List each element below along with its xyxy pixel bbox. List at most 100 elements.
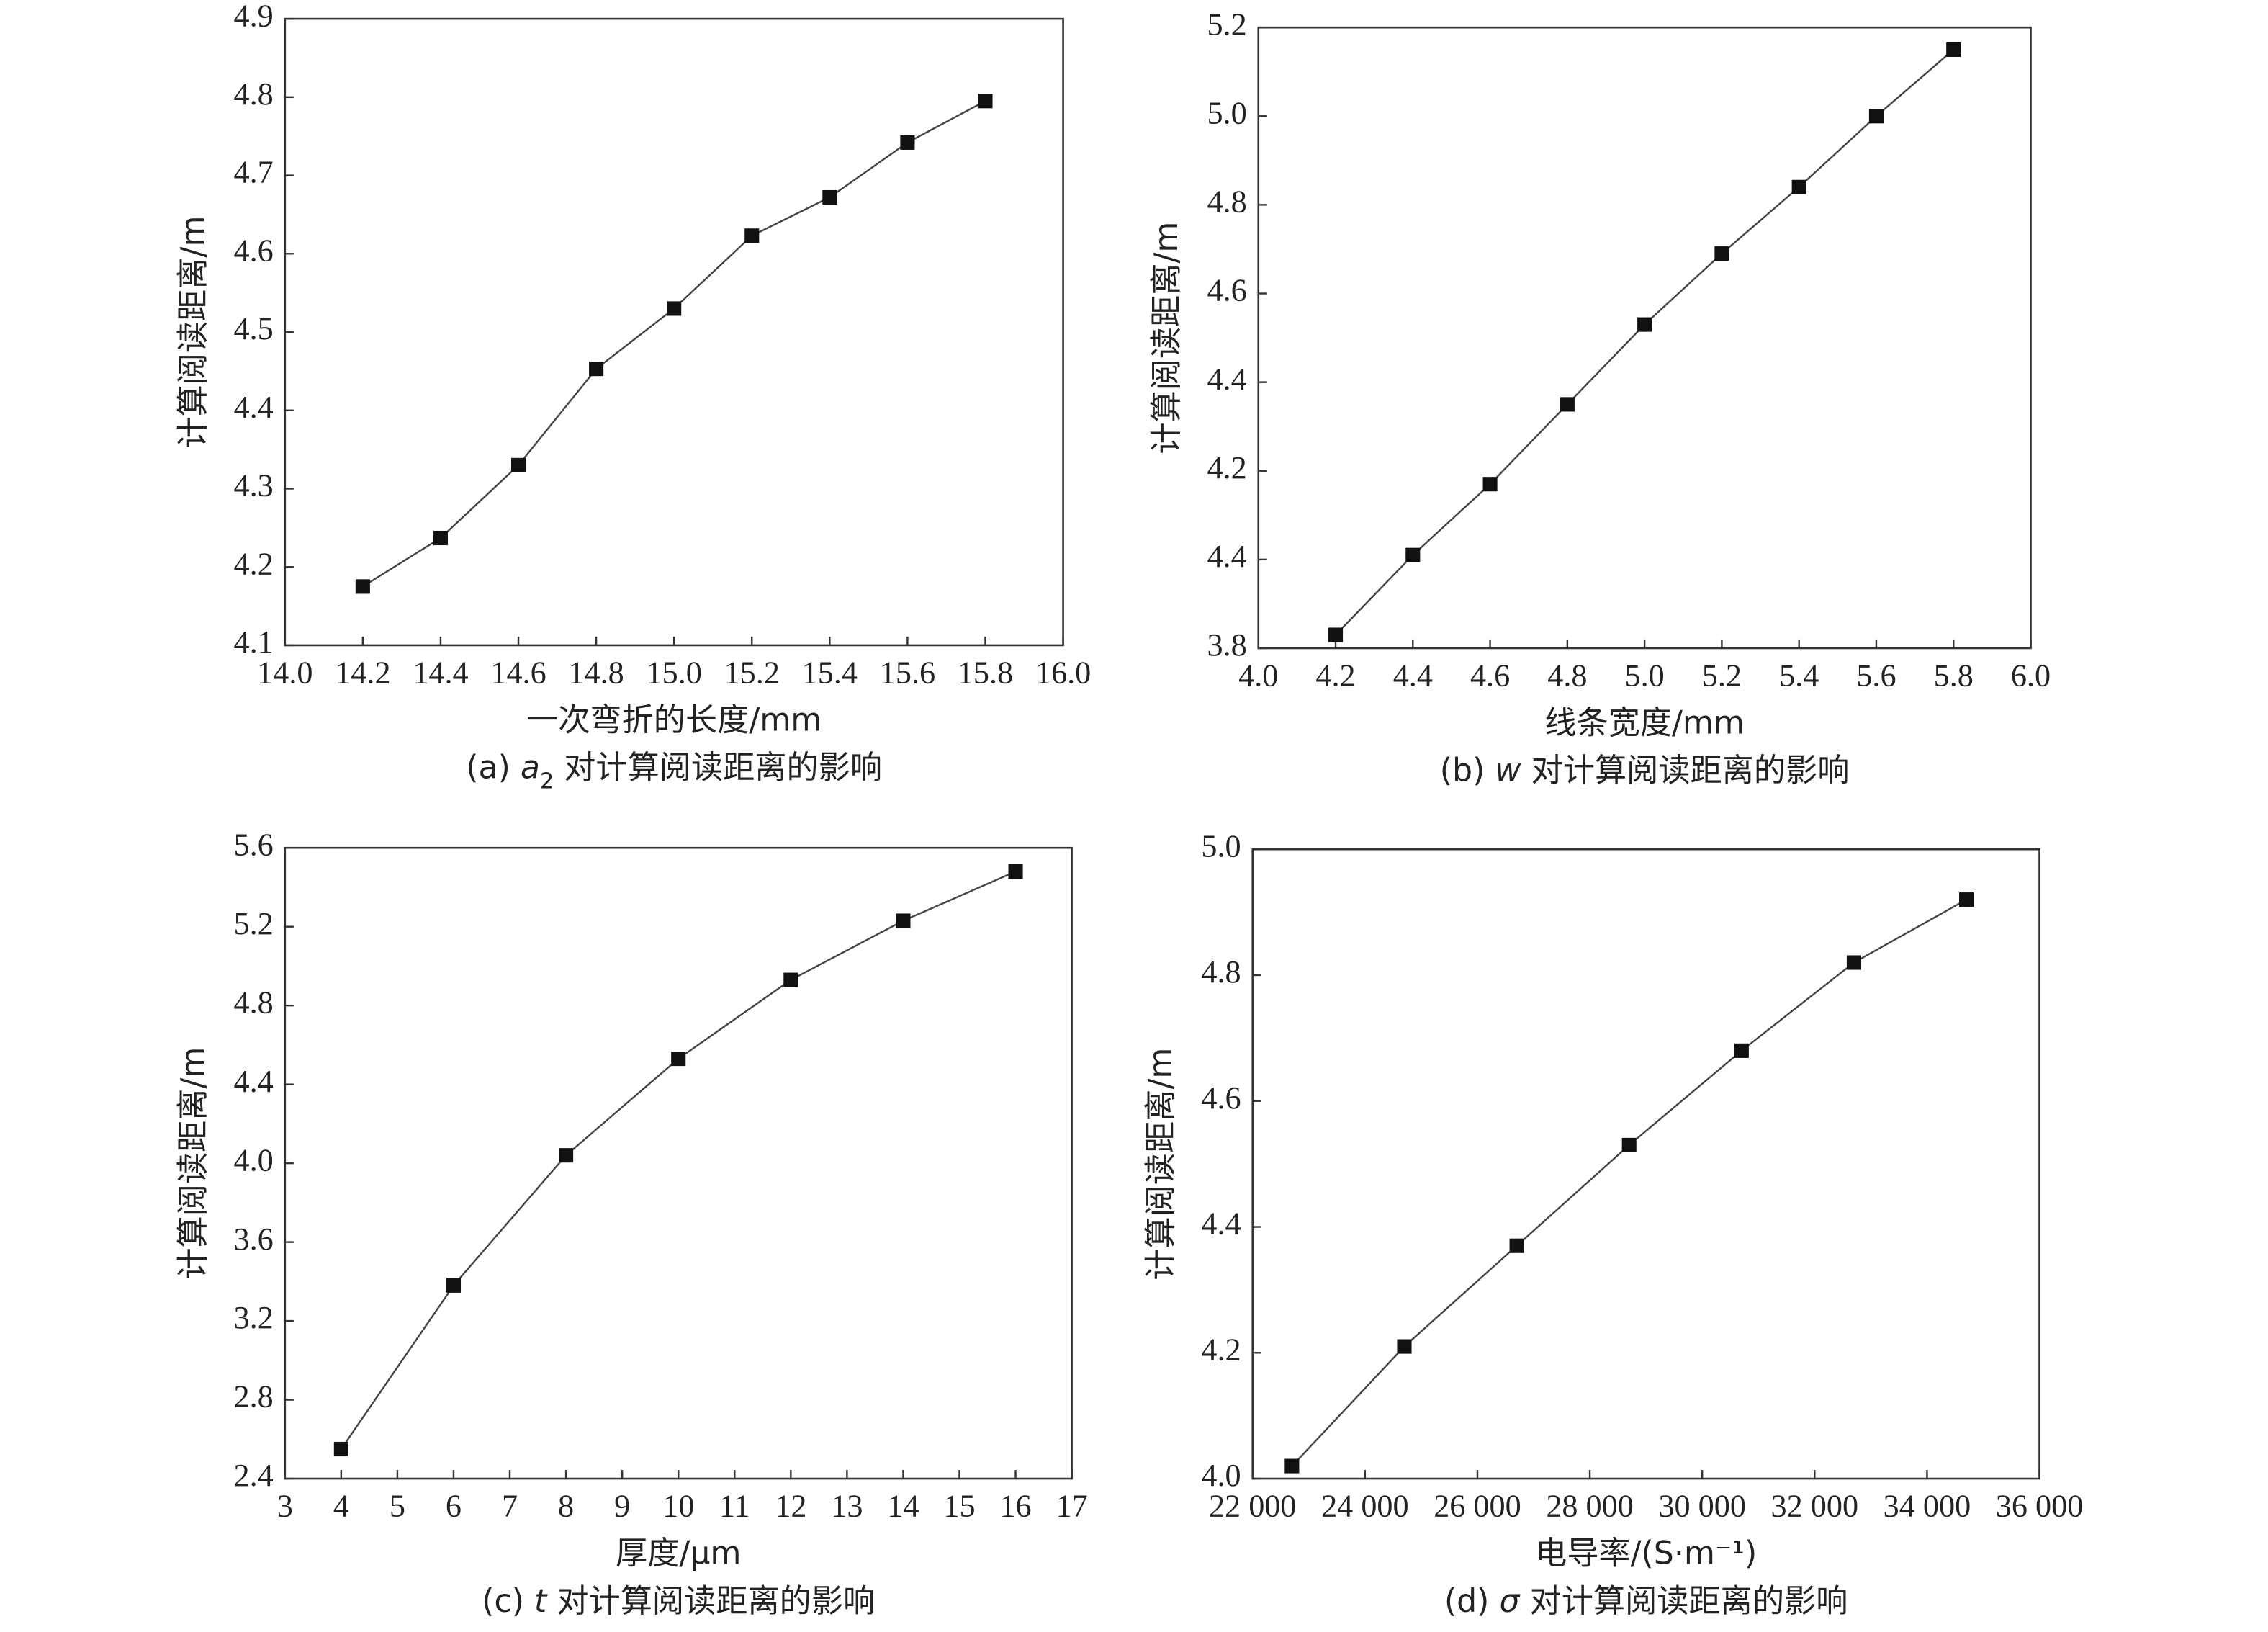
y-tick-label: 4.9 [233, 0, 273, 33]
x-tick-label: 10 [662, 1488, 694, 1523]
y-tick-label: 4.4 [233, 1064, 273, 1099]
data-point [333, 1441, 348, 1457]
x-tick-label: 17 [1056, 1488, 1088, 1523]
y-tick-label: 2.4 [233, 1458, 273, 1493]
y-tick-label: 4.1 [233, 624, 273, 660]
x-tick-label: 36 000 [1996, 1488, 2084, 1523]
y-tick-label: 4.0 [1201, 1458, 1241, 1493]
x-tick-label: 16 [999, 1488, 1031, 1523]
x-tick-label: 4.6 [1470, 658, 1510, 693]
y-tick-label: 4.6 [233, 233, 273, 268]
data-point [744, 228, 760, 243]
data-point [1405, 547, 1421, 562]
y-tick-label: 4.8 [1207, 184, 1246, 220]
y-tick-label: 4.2 [1201, 1332, 1241, 1367]
data-point [896, 913, 911, 928]
x-tick-label: 14.6 [490, 655, 546, 690]
x-tick-label: 14 [887, 1488, 919, 1523]
y-tick-label: 4.6 [1201, 1080, 1241, 1116]
x-tick-label: 22 000 [1209, 1488, 1297, 1523]
x-tick-label: 13 [831, 1488, 863, 1523]
y-axis-label: 计算阅读距离/m [1148, 222, 1185, 454]
y-tick-label: 5.2 [1207, 6, 1246, 42]
caption: (a) a2 对计算阅读距离的影响 [466, 750, 882, 794]
x-tick-label: 4.2 [1315, 658, 1355, 693]
x-tick-label: 8 [558, 1488, 574, 1523]
x-tick-label: 5.6 [1856, 658, 1896, 693]
data-point [1509, 1238, 1524, 1253]
caption-part: 对计算阅读距离的影响 [1521, 753, 1850, 789]
caption-part: (d) [1444, 1583, 1500, 1620]
x-tick-label: 34 000 [1884, 1488, 1971, 1523]
x-tick-label: 14.4 [413, 655, 468, 690]
y-tick-label: 3.6 [233, 1221, 273, 1257]
data-point [433, 530, 448, 546]
series-line [362, 100, 986, 588]
data-point [783, 972, 798, 987]
series-line [340, 870, 1017, 1450]
data-point [900, 135, 915, 150]
data-point [671, 1052, 686, 1067]
x-tick-label: 14.2 [335, 655, 390, 690]
y-tick-label: 5.2 [233, 906, 273, 941]
x-tick-label: 4.0 [1238, 658, 1278, 693]
data-point [355, 579, 370, 594]
data-point [1959, 892, 1974, 907]
x-axis-label: 电导率/(S·m⁻¹) [1535, 1535, 1757, 1572]
x-tick-label: 15.8 [958, 655, 1013, 690]
y-tick-label: 4.8 [1201, 954, 1241, 990]
x-tick-label: 11 [719, 1488, 750, 1523]
data-point [1846, 955, 1862, 970]
data-point [446, 1278, 462, 1293]
data-point [1868, 109, 1884, 124]
plot-frame [1257, 26, 2032, 650]
caption-part: t [534, 1583, 548, 1620]
caption-part: (b) [1440, 753, 1495, 789]
data-point [510, 457, 526, 472]
y-tick-label: 4.4 [1207, 539, 1246, 574]
y-tick-label: 4.0 [233, 1142, 273, 1178]
caption-part: (a) [466, 750, 521, 786]
y-tick-label: 4.7 [233, 155, 273, 190]
y-tick-label: 3.8 [1207, 627, 1246, 663]
plot-frame [284, 17, 1064, 647]
y-tick-label: 4.6 [1207, 273, 1246, 308]
x-tick-label: 7 [502, 1488, 518, 1523]
x-tick-label: 14.8 [568, 655, 624, 690]
data-point [1621, 1137, 1637, 1152]
data-point [589, 362, 604, 377]
caption: (c) t 对计算阅读距离的影响 [482, 1583, 875, 1620]
data-point [1637, 317, 1652, 332]
caption-part: w [1495, 753, 1521, 789]
data-point [1008, 864, 1023, 879]
x-tick-label: 3 [277, 1488, 293, 1523]
x-tick-label: 16.0 [1035, 655, 1091, 690]
caption-part: (c) [482, 1583, 534, 1620]
y-tick-label: 4.2 [1207, 450, 1246, 485]
y-tick-label: 4.8 [233, 76, 273, 112]
x-tick-label: 14.0 [257, 655, 312, 690]
y-axis-label: 计算阅读距离/m [175, 1047, 212, 1280]
y-tick-label: 4.4 [1207, 362, 1246, 397]
x-tick-label: 15.4 [802, 655, 858, 690]
y-tick-label: 5.0 [1201, 828, 1241, 864]
data-point [559, 1148, 574, 1163]
y-tick-label: 4.4 [1201, 1206, 1241, 1242]
x-axis-label: 厚度/μm [616, 1535, 741, 1572]
x-tick-label: 5.0 [1625, 658, 1665, 693]
plot-frame [284, 846, 1073, 1480]
x-tick-label: 15.2 [724, 655, 780, 690]
x-tick-label: 5.2 [1702, 658, 1742, 693]
y-tick-label: 4.5 [233, 311, 273, 346]
x-tick-label: 32 000 [1771, 1488, 1859, 1523]
data-point [978, 94, 993, 109]
data-point [1328, 627, 1344, 642]
data-point [667, 301, 682, 316]
x-tick-label: 5.8 [1934, 658, 1974, 693]
x-axis-label: 线条宽度/mm [1544, 704, 1745, 741]
x-tick-label: 24 000 [1321, 1488, 1409, 1523]
caption-part: σ [1499, 1583, 1521, 1620]
data-point [1946, 42, 1961, 57]
data-point [822, 189, 837, 205]
